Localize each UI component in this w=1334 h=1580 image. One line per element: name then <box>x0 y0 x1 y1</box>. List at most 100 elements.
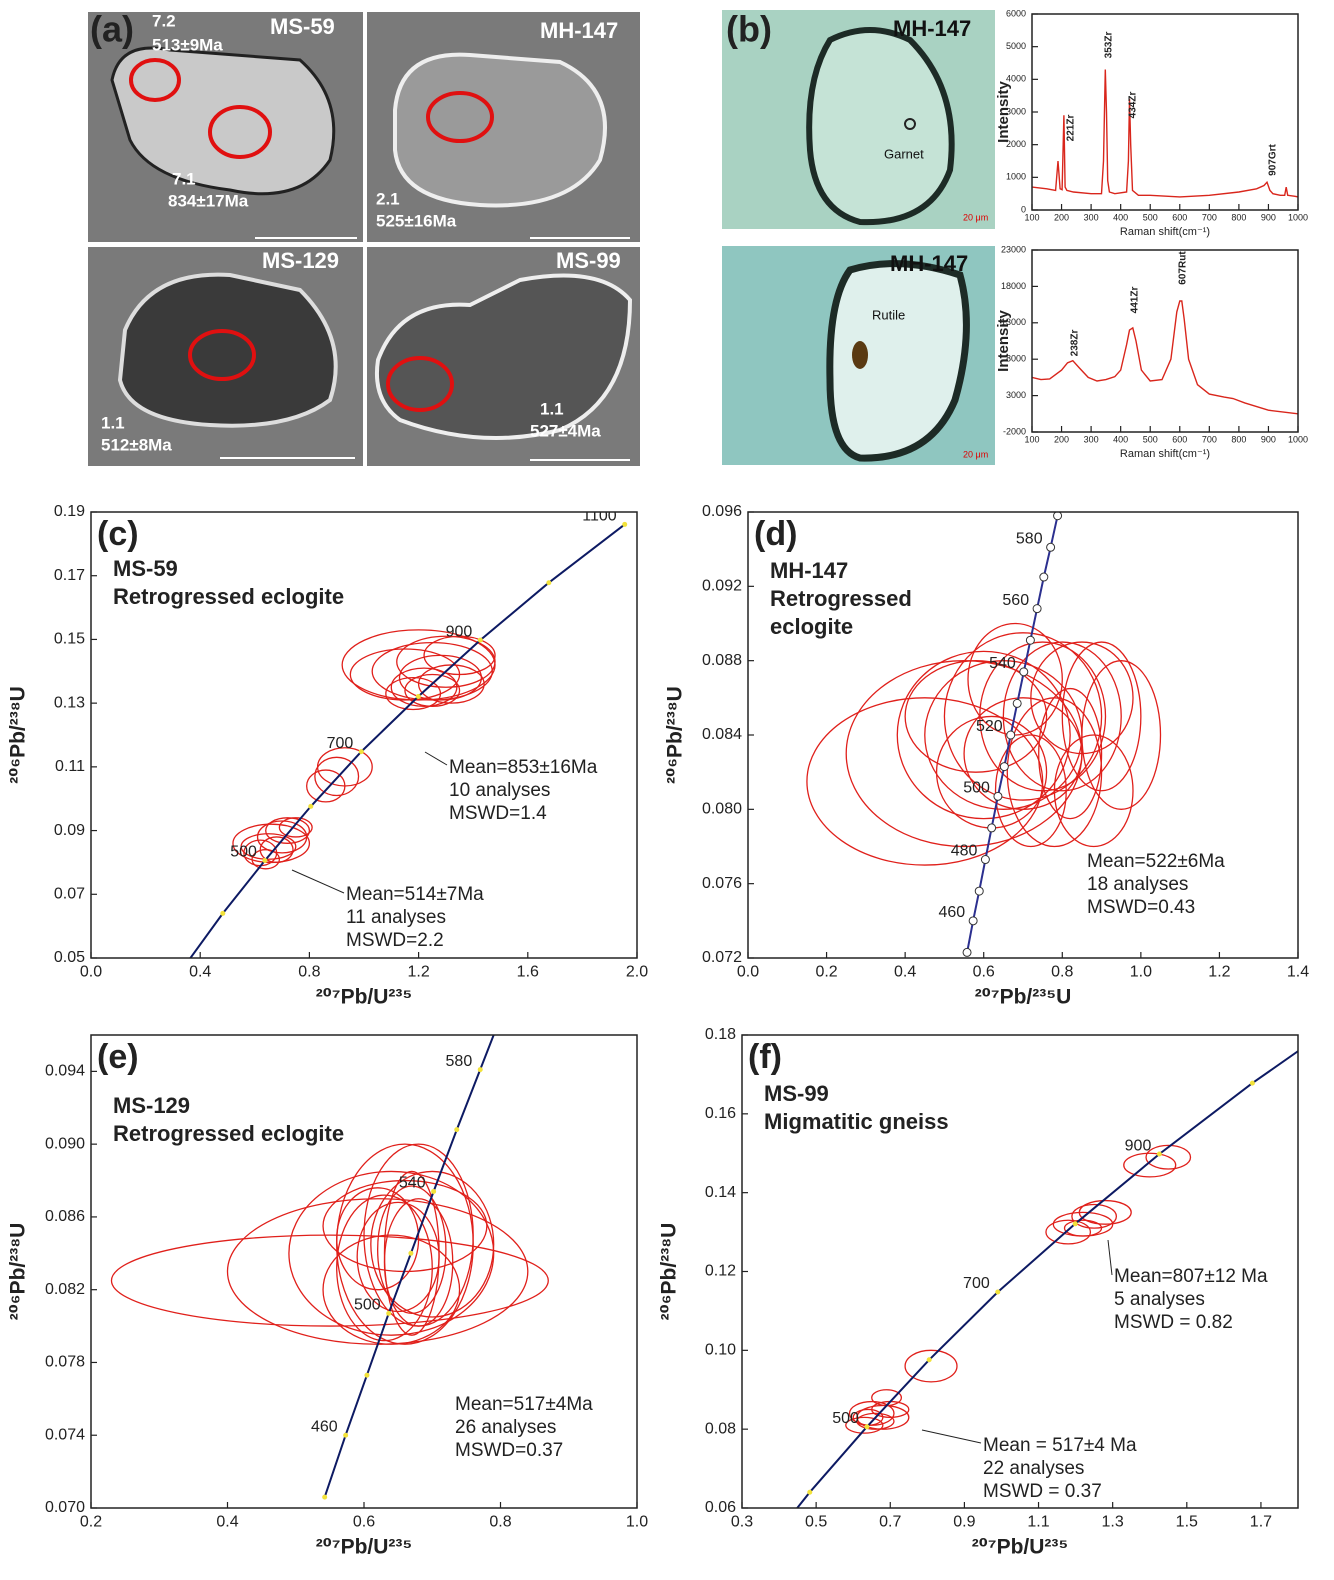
scale-label: 20 μm <box>963 212 988 222</box>
y-tick-label: 0.08 <box>705 1420 736 1437</box>
age-label: 500 <box>963 780 990 797</box>
sample-label: MH-147 <box>770 558 848 583</box>
age-label: 540 <box>399 1175 426 1192</box>
figure: (a) MS-59 7.2 513±9Ma 7.1 834±17Ma MH-14… <box>0 0 1334 1580</box>
x-axis-title: Raman shift(cm⁻¹) <box>1120 448 1210 460</box>
age-marker <box>1026 636 1034 644</box>
annotation: MSWD=1.4 <box>449 803 547 824</box>
annotation: MSWD = 0.37 <box>983 1481 1102 1502</box>
inclusion <box>852 341 868 369</box>
annotation: 22 analyses <box>983 1458 1084 1479</box>
age-marker <box>1054 512 1062 520</box>
zircon-grain <box>395 55 605 206</box>
spot-age: 834±17Ma <box>168 191 249 210</box>
age-label: 700 <box>327 735 354 752</box>
x-tick-label: 1.0 <box>1130 964 1152 981</box>
y-tick-label: 0.13 <box>54 694 85 711</box>
peak-label: 434Zr <box>1128 92 1139 119</box>
x-tick-label: 1.2 <box>407 964 429 981</box>
peak-label: 221Zr <box>1066 115 1077 142</box>
age-label: 500 <box>230 844 257 861</box>
x-tick-label: 1.2 <box>1208 964 1230 981</box>
annotation-pointer <box>1108 1240 1112 1275</box>
y-tick-label: 0.080 <box>702 801 742 818</box>
x-tick-label: 200 <box>1054 212 1069 222</box>
sample-label: MS-129 <box>262 248 339 273</box>
y-tick-label: 0.092 <box>702 578 742 595</box>
zircon-grain <box>120 275 336 426</box>
error-ellipse <box>1039 689 1102 819</box>
age-marker <box>927 1357 932 1362</box>
age-marker <box>431 1189 436 1194</box>
x-tick-label: 1.4 <box>1287 964 1309 981</box>
x-tick-label: 200 <box>1054 434 1069 444</box>
annotation: 26 analyses <box>455 1417 556 1438</box>
age-marker <box>359 749 364 754</box>
x-tick-label: 800 <box>1231 434 1246 444</box>
annotation: 10 analyses <box>449 780 550 801</box>
y-tick-label: 0.19 <box>54 503 85 520</box>
age-label: 580 <box>446 1053 473 1070</box>
age-marker <box>1040 573 1048 581</box>
y-tick-label: 0.15 <box>54 631 85 648</box>
age-marker <box>975 887 983 895</box>
y-tick-label: 0.076 <box>702 875 742 892</box>
spot-age: 525±16Ma <box>376 211 457 230</box>
error-ellipse <box>925 661 1082 810</box>
annotation-pointer <box>425 752 447 765</box>
y-tick-label: 5000 <box>1006 41 1026 51</box>
x-tick-label: 0.5 <box>805 1514 827 1531</box>
y-tick-label: 0.07 <box>54 886 85 903</box>
y-tick-label: 0.090 <box>45 1135 85 1152</box>
x-tick-label: 0.9 <box>953 1514 975 1531</box>
x-tick-label: 100 <box>1024 434 1039 444</box>
age-marker <box>408 1251 413 1256</box>
panel-a: (a) MS-59 7.2 513±9Ma 7.1 834±17Ma MH-14… <box>88 9 640 466</box>
age-label: 520 <box>976 718 1003 735</box>
x-tick-label: 0.7 <box>879 1514 901 1531</box>
panel-label: (a) <box>90 9 134 50</box>
sample-label: Migmatitic gneiss <box>764 1109 949 1134</box>
x-tick-label: 1.5 <box>1176 1514 1198 1531</box>
y-tick-label: 3000 <box>1006 390 1026 400</box>
y-tick-label: 0.088 <box>702 652 742 669</box>
spot-id: 7.1 <box>172 169 196 188</box>
x-tick-label: 500 <box>1143 212 1158 222</box>
spot-age: 512±8Ma <box>101 435 172 454</box>
x-tick-label: 300 <box>1084 434 1099 444</box>
age-label: 580 <box>1016 531 1043 548</box>
y-tick-label: 18000 <box>1001 281 1026 291</box>
annotation: MSWD=0.37 <box>455 1440 563 1461</box>
age-marker <box>478 1067 483 1072</box>
y-tick-label: 0.09 <box>54 822 85 839</box>
y-tick-label: 23000 <box>1001 244 1026 254</box>
y-tick-label: 0.078 <box>45 1354 85 1371</box>
error-ellipse <box>905 661 1046 773</box>
annotation: 18 analyses <box>1087 874 1188 895</box>
x-tick-label: 400 <box>1113 434 1128 444</box>
spot-age: 527±4Ma <box>530 421 601 440</box>
inclusion-label: Rutile <box>872 307 905 322</box>
y-tick-label: 1000 <box>1006 172 1026 182</box>
panel-label: (b) <box>726 9 772 50</box>
y-tick-label: 0.074 <box>45 1426 85 1443</box>
age-label: 560 <box>1002 592 1029 609</box>
peak-label: 353Zr <box>1104 32 1115 59</box>
age-label: 480 <box>951 843 978 860</box>
annotation: Mean=514±7Ma <box>346 884 484 905</box>
sample-label: Retrogressed eclogite <box>113 1121 344 1146</box>
error-ellipse <box>279 818 312 837</box>
error-ellipse <box>228 1199 528 1345</box>
spot-age: 513±9Ma <box>152 35 223 54</box>
x-tick-label: 1.6 <box>517 964 539 981</box>
age-marker <box>1033 605 1041 613</box>
panel-label: (c) <box>97 515 139 553</box>
y-axis-title: ²⁰⁶Pb/²³⁸U <box>664 686 687 784</box>
age-marker <box>864 1424 869 1429</box>
error-ellipse <box>872 1390 902 1406</box>
sample-label: MS-129 <box>113 1093 190 1118</box>
sample-label: eclogite <box>770 614 853 639</box>
x-axis-title: ²⁰⁷Pb/U²³⁵ <box>316 986 413 1009</box>
annotation: 5 analyses <box>1114 1289 1205 1310</box>
y-tick-label: 0.17 <box>54 567 85 584</box>
